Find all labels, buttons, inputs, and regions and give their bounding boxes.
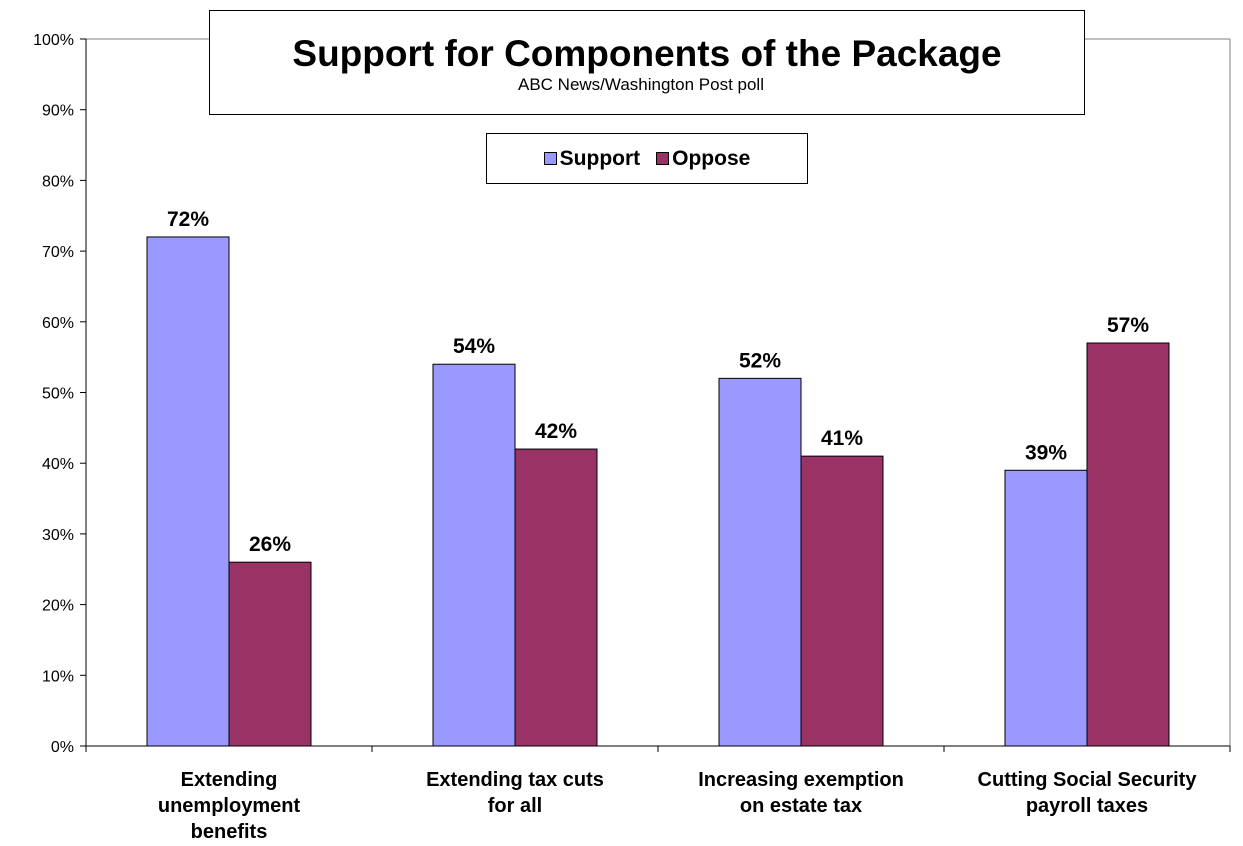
bar-oppose xyxy=(1086,342,1170,747)
category-label: Increasing exemption xyxy=(698,769,904,791)
legend-swatch-support xyxy=(543,152,557,165)
data-label: 41% xyxy=(821,427,863,450)
data-label: 39% xyxy=(1025,441,1067,464)
category-labels: Extending unemployment benefits Extending t… xyxy=(158,769,1197,843)
legend-item-oppose: Oppose xyxy=(656,147,750,171)
bar-oppose xyxy=(514,448,598,747)
y-tick-label: 40% xyxy=(42,456,74,473)
y-tick-label: 50% xyxy=(42,386,74,403)
legend-item-support: Support xyxy=(543,146,641,171)
data-label: 26% xyxy=(249,533,291,556)
bars xyxy=(146,236,1170,747)
bar-oppose xyxy=(228,561,312,747)
y-tick-label: 90% xyxy=(42,103,74,120)
category-label: on estate tax xyxy=(740,795,862,817)
bar-support xyxy=(432,363,516,747)
y-tick-label: 0% xyxy=(51,739,74,756)
category-label: Cutting Social Security xyxy=(978,769,1198,791)
category-label: payroll taxes xyxy=(1026,795,1148,817)
y-tick-label: 10% xyxy=(42,668,74,685)
x-axis-ticks xyxy=(85,746,1231,752)
data-label: 57% xyxy=(1107,314,1149,337)
chart-subtitle: ABC News/Washington Post poll xyxy=(518,75,764,94)
category-label: Extending xyxy=(181,769,278,791)
legend: Support Oppose xyxy=(486,133,808,184)
y-tick-label: 70% xyxy=(42,244,74,261)
y-tick-label: 60% xyxy=(42,315,74,332)
data-labels: 72% 54% 52% 39% 26% 42% 41% 57% xyxy=(167,208,1149,556)
bar-support xyxy=(146,236,230,747)
y-tick-label: 30% xyxy=(42,527,74,544)
data-label: 54% xyxy=(453,335,495,358)
category-label: for all xyxy=(488,795,542,817)
y-tick-label: 80% xyxy=(42,173,74,190)
legend-label-oppose: Oppose xyxy=(672,146,751,170)
legend-label-support: Support xyxy=(559,146,641,170)
category-label: unemployment xyxy=(158,795,301,817)
data-label: 52% xyxy=(739,349,781,372)
bar-support xyxy=(1004,469,1088,747)
y-axis-ticks: 0% 10% 20% 30% 40% 50% 60% 70% 80% 90% 100% xyxy=(33,32,86,756)
y-tick-label: 100% xyxy=(33,32,74,49)
bar-oppose xyxy=(800,455,884,747)
category-label: Extending tax cuts xyxy=(426,769,604,791)
data-label: 42% xyxy=(535,420,577,443)
data-label: 72% xyxy=(167,208,209,231)
legend-swatch-oppose xyxy=(656,152,670,165)
title-box: Support for Components of the Package AB… xyxy=(209,10,1085,115)
y-tick-label: 20% xyxy=(42,598,74,615)
bar-support xyxy=(718,377,802,747)
chart-title: Support for Components of the Package xyxy=(292,33,1002,74)
category-label: benefits xyxy=(191,821,268,843)
